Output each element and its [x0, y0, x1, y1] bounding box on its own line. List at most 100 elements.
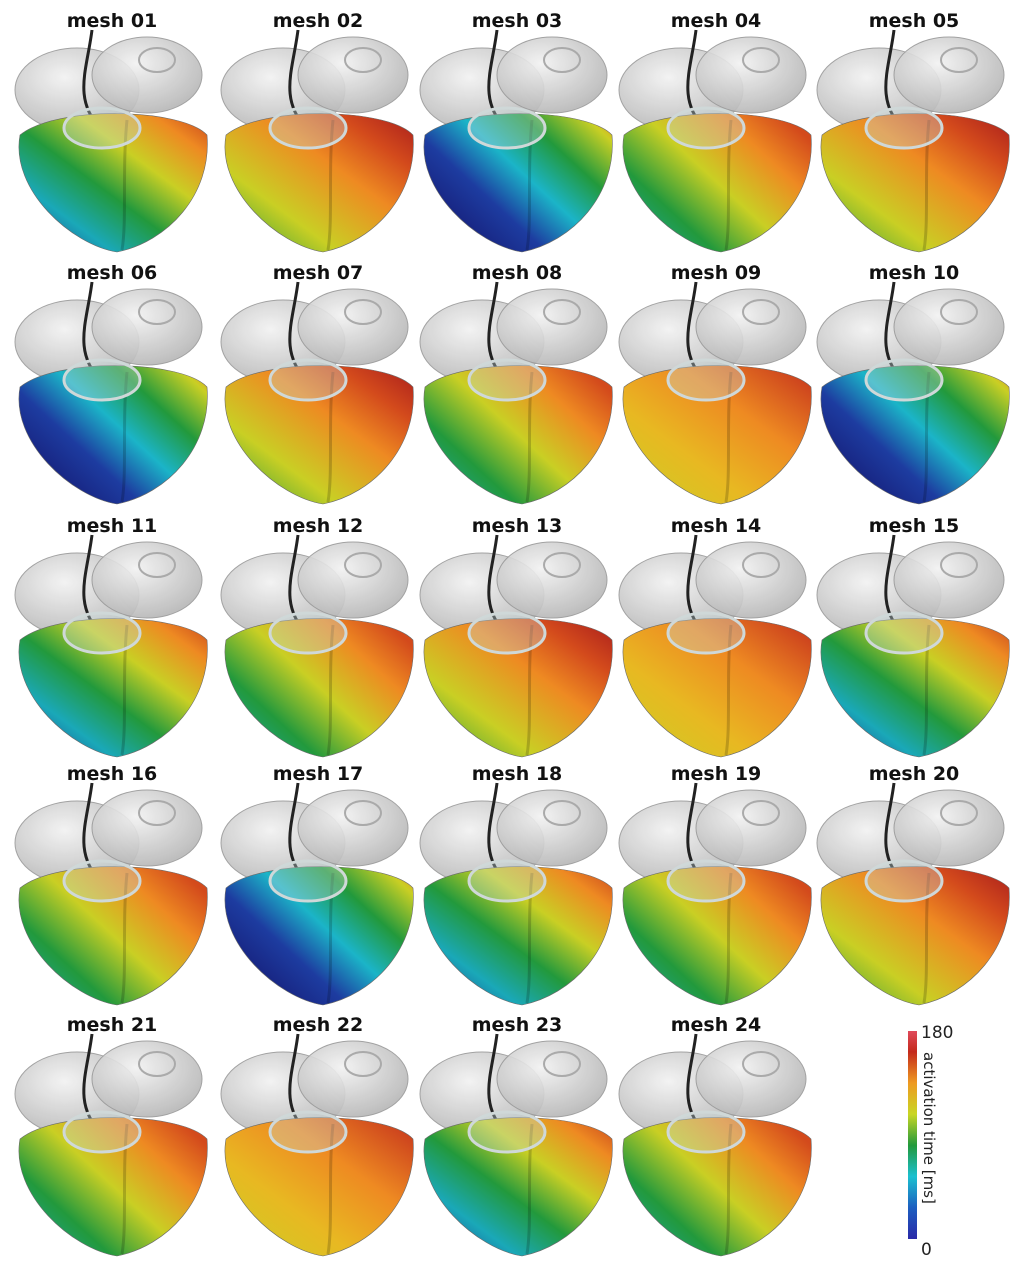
heart-panel: mesh 20: [817, 763, 1009, 1005]
atrium: [696, 37, 806, 113]
valve-ring: [64, 1112, 140, 1152]
atrium: [696, 1041, 806, 1117]
heart-panel: mesh 01: [15, 10, 207, 252]
heart-panel: mesh 21: [15, 1014, 207, 1256]
valve-ring: [270, 360, 346, 400]
panel-label: mesh 12: [273, 515, 364, 537]
panel-label: mesh 10: [869, 262, 960, 284]
panel-label: mesh 07: [273, 262, 364, 284]
panel-grid: mesh 01 mesh 02 mesh 03 mesh 04 mesh 05 mesh …: [15, 10, 1009, 1256]
heart-panel: mesh 23: [420, 1014, 612, 1256]
panel-label: mesh 03: [472, 10, 563, 32]
panel-label: mesh 09: [671, 262, 762, 284]
panel-label: mesh 24: [671, 1014, 762, 1036]
heart-panel: mesh 22: [221, 1014, 413, 1256]
valve-ring: [668, 108, 744, 148]
heart-panel: mesh 02: [221, 10, 413, 252]
panel-label: mesh 01: [67, 10, 158, 32]
panel-label: mesh 11: [67, 515, 158, 537]
panel-label: mesh 21: [67, 1014, 158, 1036]
panel-label: mesh 19: [671, 763, 762, 785]
colorbar-tick-label: 0: [921, 1240, 932, 1258]
valve-ring: [668, 861, 744, 901]
atrium: [497, 542, 607, 618]
atrium: [497, 790, 607, 866]
colorbar: 180 0 activation time [ms]: [908, 1023, 953, 1258]
panel-label: mesh 23: [472, 1014, 563, 1036]
heart-panel: mesh 08: [420, 262, 612, 504]
valve-ring: [64, 360, 140, 400]
atrium: [92, 1041, 202, 1117]
atrium: [696, 289, 806, 365]
heart-panel: mesh 09: [619, 262, 811, 504]
valve-ring: [668, 1112, 744, 1152]
panel-label: mesh 02: [273, 10, 364, 32]
heart-panel: mesh 11: [15, 515, 207, 757]
valve-ring: [866, 360, 942, 400]
panel-label: mesh 15: [869, 515, 960, 537]
valve-ring: [64, 613, 140, 653]
panel-label: mesh 14: [671, 515, 762, 537]
heart-panel: mesh 24: [619, 1014, 811, 1256]
heart-panel: mesh 16: [15, 763, 207, 1005]
atrium: [696, 542, 806, 618]
valve-ring: [469, 108, 545, 148]
colorbar-tick-label: 180: [921, 1023, 953, 1043]
atrium: [92, 37, 202, 113]
panel-label: mesh 05: [869, 10, 960, 32]
figure: mesh 01 mesh 02 mesh 03 mesh 04 mesh 05 mesh …: [0, 0, 1019, 1258]
atrium: [298, 37, 408, 113]
valve-ring: [270, 108, 346, 148]
atrium: [92, 790, 202, 866]
heart-panel: mesh 18: [420, 763, 612, 1005]
atrium: [298, 289, 408, 365]
panel-label: mesh 22: [273, 1014, 364, 1036]
heart-panel: mesh 05: [817, 10, 1009, 252]
valve-ring: [866, 613, 942, 653]
valve-ring: [64, 108, 140, 148]
atrium: [298, 542, 408, 618]
atrium: [894, 542, 1004, 618]
heart-panel: mesh 14: [619, 515, 811, 757]
valve-ring: [469, 613, 545, 653]
panel-label: mesh 08: [472, 262, 563, 284]
valve-ring: [469, 360, 545, 400]
panel-label: mesh 18: [472, 763, 563, 785]
atrium: [298, 1041, 408, 1117]
colorbar-gradient: [908, 1031, 917, 1239]
heart-panel: mesh 04: [619, 10, 811, 252]
atrium: [497, 289, 607, 365]
valve-ring: [866, 861, 942, 901]
heart-panel: mesh 07: [221, 262, 413, 504]
valve-ring: [866, 108, 942, 148]
atrium: [497, 37, 607, 113]
heart-panel: mesh 15: [817, 515, 1009, 757]
atrium: [894, 790, 1004, 866]
valve-ring: [668, 613, 744, 653]
valve-ring: [270, 613, 346, 653]
valve-ring: [270, 1112, 346, 1152]
valve-ring: [668, 360, 744, 400]
heart-panel: mesh 06: [15, 262, 207, 504]
atrium: [92, 289, 202, 365]
page: mesh 01 mesh 02 mesh 03 mesh 04 mesh 05 mesh …: [0, 0, 1019, 1258]
atrium: [92, 542, 202, 618]
atrium: [696, 790, 806, 866]
panel-label: mesh 04: [671, 10, 762, 32]
panel-label: mesh 17: [273, 763, 364, 785]
panel-label: mesh 06: [67, 262, 158, 284]
panel-label: mesh 20: [869, 763, 960, 785]
atrium: [894, 289, 1004, 365]
atrium: [894, 37, 1004, 113]
heart-panel: mesh 19: [619, 763, 811, 1005]
valve-ring: [270, 861, 346, 901]
valve-ring: [469, 861, 545, 901]
atrium: [497, 1041, 607, 1117]
colorbar-label: activation time [ms]: [920, 1052, 938, 1204]
atrium: [298, 790, 408, 866]
heart-panel: mesh 03: [420, 10, 612, 252]
heart-panel: mesh 12: [221, 515, 413, 757]
valve-ring: [469, 1112, 545, 1152]
heart-panel: mesh 13: [420, 515, 612, 757]
panel-label: mesh 16: [67, 763, 158, 785]
